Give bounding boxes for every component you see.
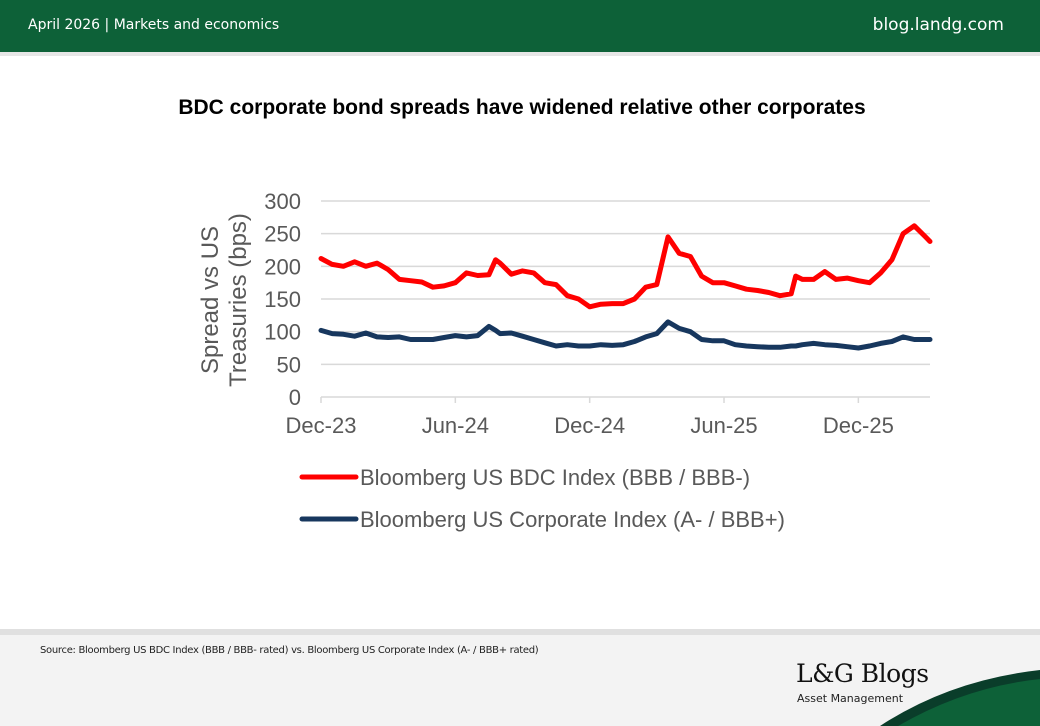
y-tick-label: 100 bbox=[264, 320, 301, 345]
divider bbox=[0, 52, 1040, 56]
legend-label-corp: Bloomberg US Corporate Index (A- / BBB+) bbox=[360, 507, 785, 532]
legend-label-bdc: Bloomberg US BDC Index (BBB / BBB-) bbox=[360, 465, 750, 490]
date-category: April 2026 | Markets and economics bbox=[28, 17, 280, 33]
y-tick-label: 50 bbox=[277, 352, 301, 377]
x-tick-label: Dec-25 bbox=[823, 413, 894, 438]
x-tick-label: Dec-24 bbox=[554, 413, 625, 438]
y-axis-label-line1: Spread vs US bbox=[197, 226, 224, 374]
x-tick-label: Jun-25 bbox=[690, 413, 757, 438]
y-tick-label: 250 bbox=[264, 222, 301, 247]
series-line-corp bbox=[318, 319, 933, 351]
x-tick-label: Dec-23 bbox=[286, 413, 357, 438]
x-tick-label: Jun-24 bbox=[422, 413, 489, 438]
logo-subtitle: Asset Management bbox=[797, 692, 904, 705]
source-note: Source: Bloomberg US BDC Index (BBB / BB… bbox=[40, 645, 539, 656]
site-link[interactable]: blog.landg.com bbox=[872, 15, 1004, 35]
legend: Bloomberg US BDC Index (BBB / BBB-) Bloo… bbox=[299, 465, 785, 532]
y-tick-label: 300 bbox=[264, 189, 301, 214]
chart-title: BDC corporate bond spreads have widened … bbox=[178, 96, 866, 119]
logo-text: L&G Blogs bbox=[796, 659, 929, 688]
y-tick-label: 150 bbox=[264, 287, 301, 312]
y-tick-label: 0 bbox=[289, 385, 301, 410]
logo-swoosh-icon bbox=[880, 670, 1040, 726]
y-tick-label: 200 bbox=[264, 254, 301, 279]
series-line-bdc bbox=[318, 223, 933, 310]
footer: Source: Bloomberg US BDC Index (BBB / BB… bbox=[0, 629, 1040, 726]
y-axis-label-line2: Treasuries (bps) bbox=[225, 213, 252, 387]
line-chart: 0 50 100 150 200 250 300 Dec-23 Jun-24 Dec-24 Jun… bbox=[197, 189, 933, 532]
top-banner: April 2026 | Markets and economics blog.… bbox=[0, 0, 1040, 52]
